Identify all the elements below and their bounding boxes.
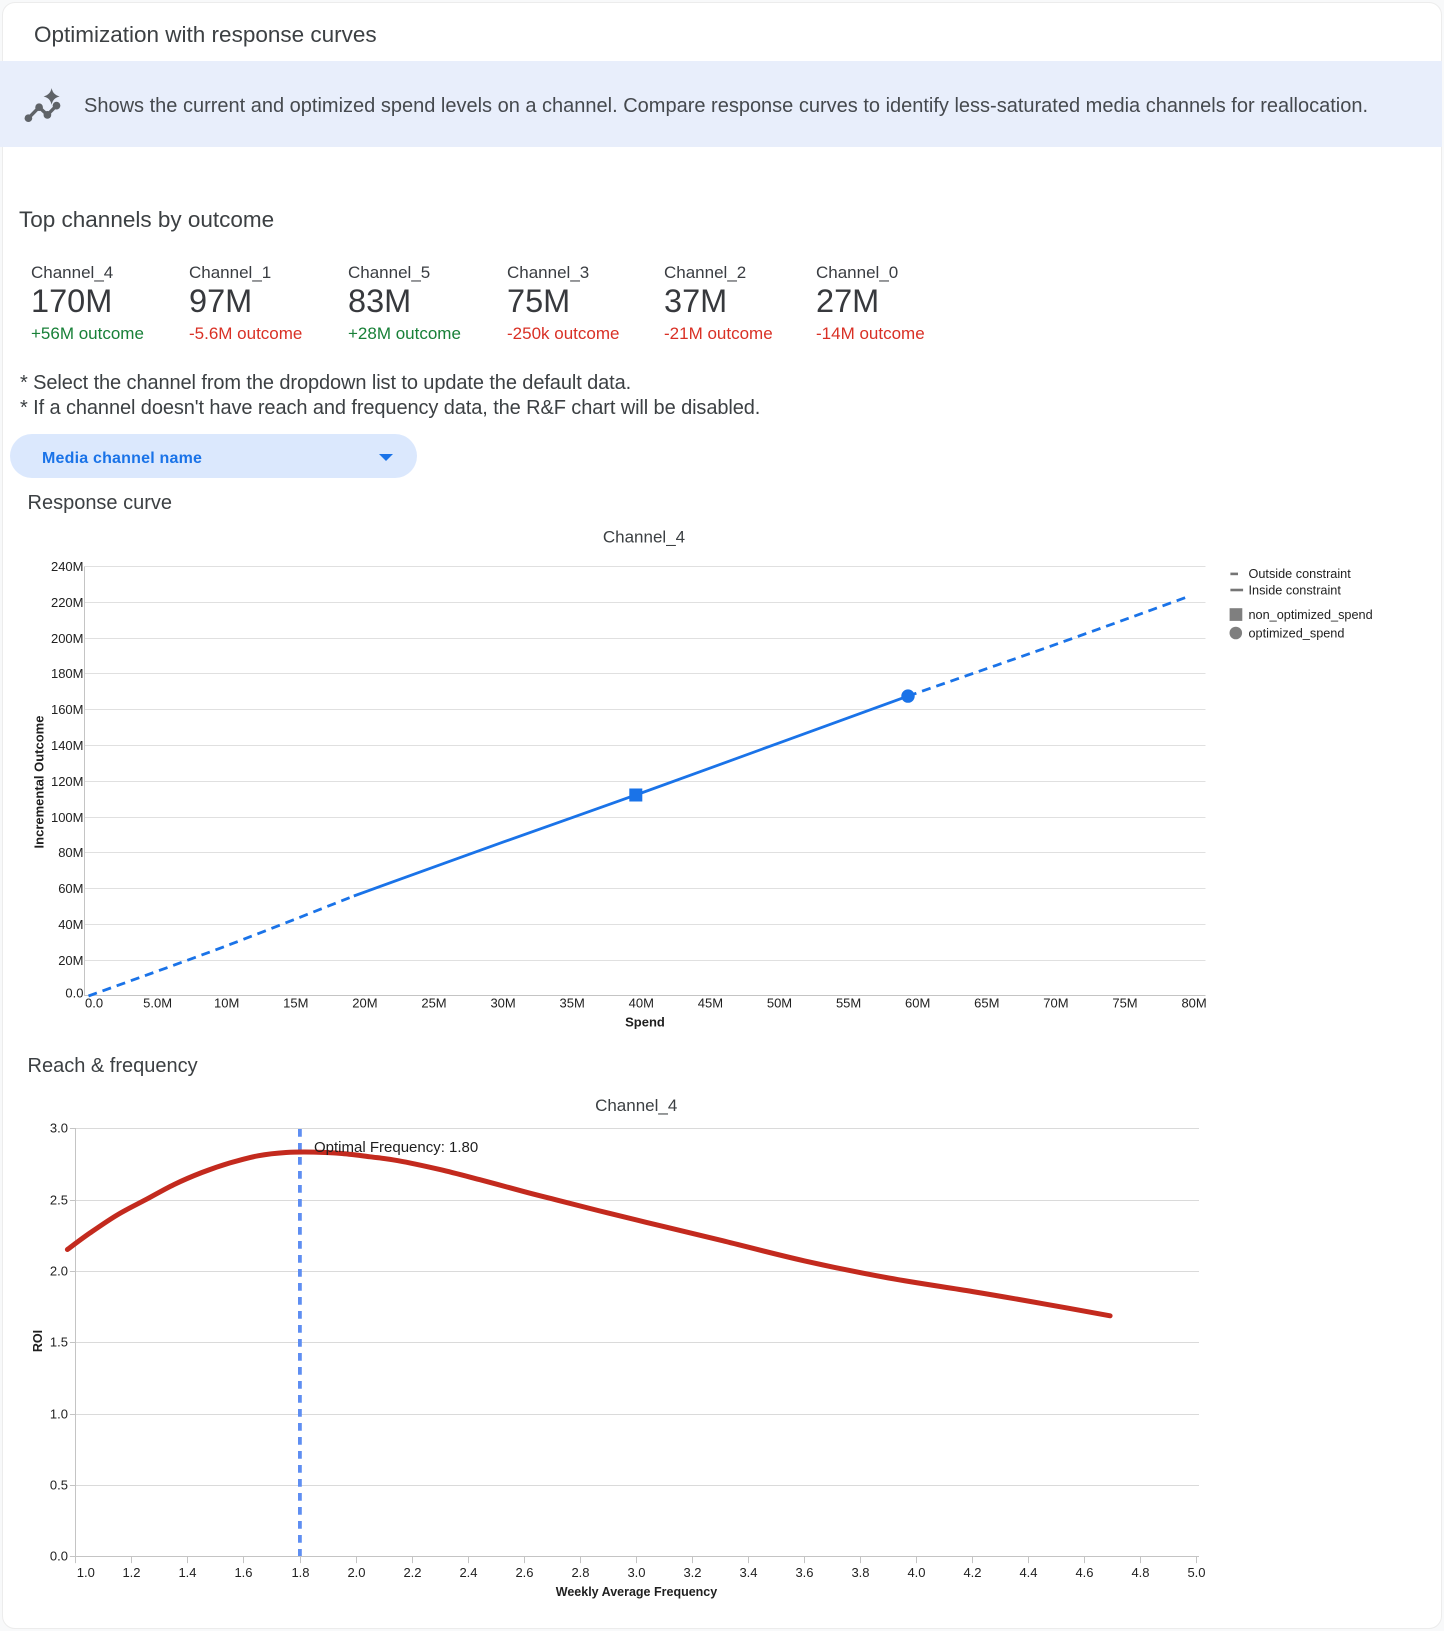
svg-text:3.4: 3.4 — [739, 1565, 757, 1580]
svg-text:1.0: 1.0 — [77, 1565, 95, 1580]
svg-text:5.0: 5.0 — [1187, 1565, 1205, 1580]
svg-text:30M: 30M — [490, 995, 515, 1010]
svg-text:2.2: 2.2 — [403, 1565, 421, 1580]
svg-text:140M: 140M — [51, 738, 84, 753]
svg-text:35M: 35M — [560, 995, 585, 1010]
svg-text:Channel_4: Channel_4 — [603, 528, 685, 547]
svg-text:240M: 240M — [51, 559, 84, 574]
svg-text:3.2: 3.2 — [683, 1565, 701, 1580]
svg-text:120M: 120M — [51, 774, 84, 789]
svg-text:4.4: 4.4 — [1019, 1565, 1037, 1580]
svg-text:Channel_4: Channel_4 — [595, 1096, 677, 1115]
svg-text:Optimal Frequency: 1.80: Optimal Frequency: 1.80 — [314, 1139, 478, 1156]
svg-text:25M: 25M — [421, 995, 446, 1010]
svg-text:60M: 60M — [58, 881, 83, 896]
svg-text:Incremental Outcome: Incremental Outcome — [32, 716, 47, 849]
svg-text:80M: 80M — [1181, 995, 1206, 1010]
svg-text:75M: 75M — [1112, 995, 1137, 1010]
svg-text:Spend: Spend — [625, 1015, 665, 1030]
svg-text:20M: 20M — [352, 995, 377, 1010]
svg-text:optimized_spend: optimized_spend — [1249, 627, 1345, 641]
svg-text:1.2: 1.2 — [122, 1565, 140, 1580]
svg-text:65M: 65M — [974, 995, 999, 1010]
svg-text:non_optimized_spend: non_optimized_spend — [1249, 608, 1373, 622]
svg-text:4.0: 4.0 — [907, 1565, 925, 1580]
svg-text:10M: 10M — [214, 995, 239, 1010]
svg-text:40M: 40M — [58, 917, 83, 932]
svg-text:3.8: 3.8 — [851, 1565, 869, 1580]
svg-text:1.5: 1.5 — [50, 1335, 68, 1350]
svg-text:1.8: 1.8 — [291, 1565, 309, 1580]
svg-text:2.4: 2.4 — [459, 1565, 477, 1580]
svg-text:0.0: 0.0 — [50, 1549, 68, 1564]
svg-text:3.0: 3.0 — [627, 1565, 645, 1580]
svg-text:Weekly Average Frequency: Weekly Average Frequency — [556, 1585, 717, 1599]
svg-text:40M: 40M — [629, 995, 654, 1010]
svg-text:4.2: 4.2 — [963, 1565, 981, 1580]
svg-text:Outside constraint: Outside constraint — [1249, 567, 1352, 581]
svg-text:45M: 45M — [698, 995, 723, 1010]
svg-text:1.4: 1.4 — [178, 1565, 196, 1580]
svg-text:180M: 180M — [51, 666, 84, 681]
svg-text:2.8: 2.8 — [571, 1565, 589, 1580]
svg-text:0.5: 0.5 — [50, 1478, 68, 1493]
svg-text:3.6: 3.6 — [795, 1565, 813, 1580]
svg-text:15M: 15M — [283, 995, 308, 1010]
svg-text:20M: 20M — [58, 953, 83, 968]
svg-text:1.6: 1.6 — [234, 1565, 252, 1580]
svg-text:60M: 60M — [905, 995, 930, 1010]
svg-text:2.0: 2.0 — [50, 1264, 68, 1279]
svg-text:55M: 55M — [836, 995, 861, 1010]
svg-text:1.0: 1.0 — [50, 1407, 68, 1422]
svg-text:50M: 50M — [767, 995, 792, 1010]
svg-text:100M: 100M — [51, 810, 84, 825]
svg-text:2.0: 2.0 — [347, 1565, 365, 1580]
svg-text:220M: 220M — [51, 595, 84, 610]
svg-text:4.6: 4.6 — [1075, 1565, 1093, 1580]
svg-text:0.0: 0.0 — [85, 995, 103, 1010]
svg-text:3.0: 3.0 — [50, 1121, 68, 1136]
svg-text:160M: 160M — [51, 702, 84, 717]
svg-text:80M: 80M — [58, 845, 83, 860]
svg-text:4.8: 4.8 — [1131, 1565, 1149, 1580]
svg-text:70M: 70M — [1043, 995, 1068, 1010]
svg-text:Inside constraint: Inside constraint — [1249, 583, 1342, 597]
svg-text:0.0: 0.0 — [65, 986, 83, 1001]
svg-text:ROI: ROI — [31, 1330, 45, 1352]
svg-text:2.5: 2.5 — [50, 1193, 68, 1208]
svg-text:5.0M: 5.0M — [143, 995, 172, 1010]
svg-text:200M: 200M — [51, 631, 84, 646]
svg-text:2.6: 2.6 — [515, 1565, 533, 1580]
